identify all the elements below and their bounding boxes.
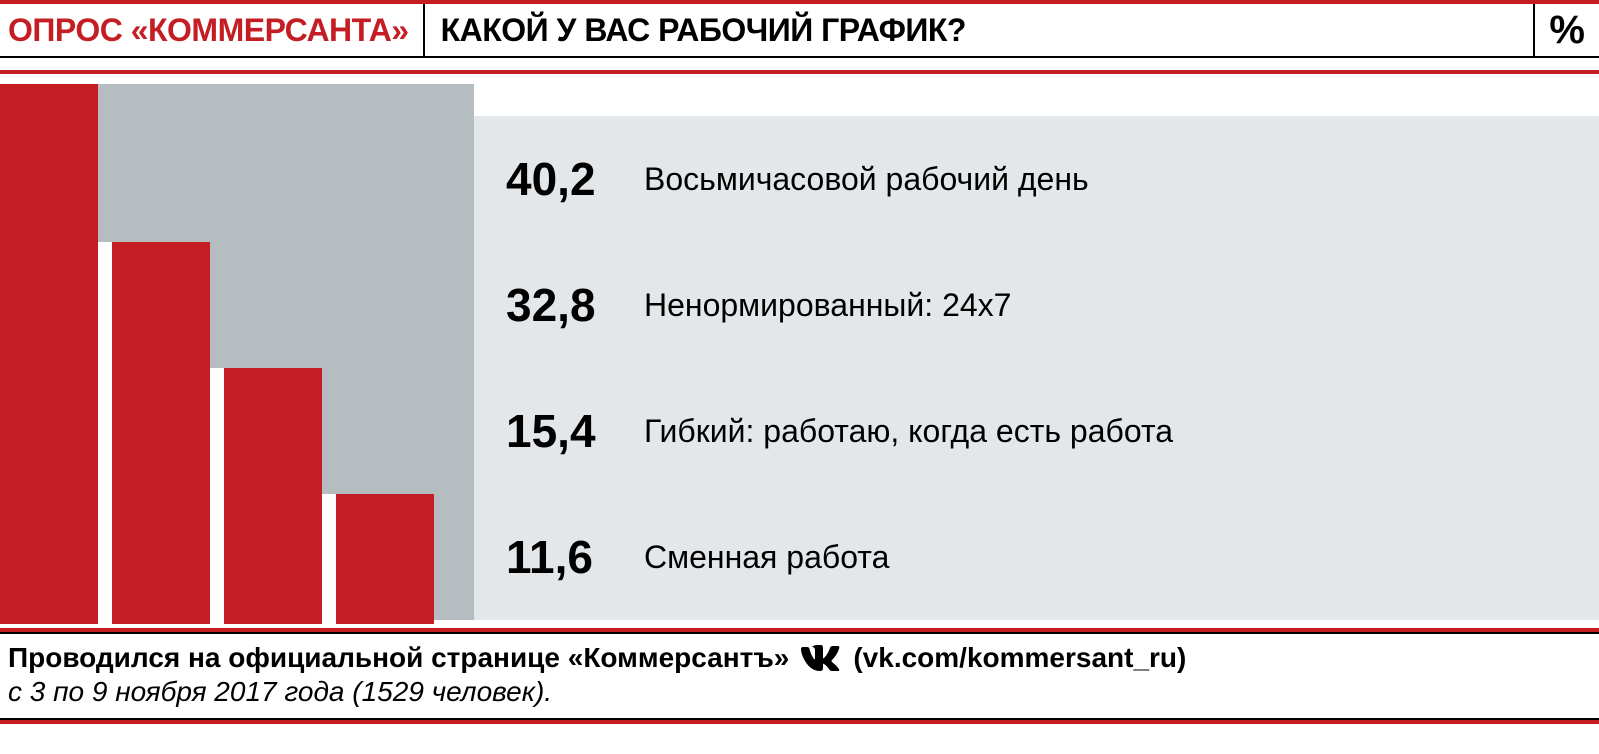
chart-row-lead bbox=[98, 116, 474, 242]
chart-row-lead bbox=[434, 494, 474, 620]
divider-top bbox=[0, 70, 1599, 74]
divider-footer bbox=[0, 720, 1599, 724]
chart-row-label: Гибкий: работаю, когда есть работа bbox=[644, 413, 1173, 450]
chart-row: 15,4Гибкий: работаю, когда есть работа bbox=[474, 368, 1599, 494]
bar-chart: 40,2Восьмичасовой рабочий день32,8Ненорм… bbox=[0, 84, 1599, 624]
header-unit: % bbox=[1533, 4, 1599, 56]
footer-line2: с 3 по 9 ноября 2017 года (1529 человек)… bbox=[8, 676, 1591, 708]
footer-text-after: (vk.com/kommersant_ru) bbox=[853, 642, 1186, 674]
chart-row-lead bbox=[210, 242, 474, 368]
chart-bar bbox=[0, 84, 98, 624]
chart-row-value: 11,6 bbox=[474, 530, 644, 584]
chart-row: 32,8Ненормированный: 24х7 bbox=[474, 242, 1599, 368]
chart-top-strip bbox=[98, 84, 474, 116]
chart-bar bbox=[224, 368, 322, 624]
footer-text-before: Проводился на официальной странице «Комм… bbox=[8, 642, 789, 674]
chart-bar bbox=[112, 242, 210, 624]
chart-row-lead bbox=[322, 368, 474, 494]
infographic-container: ОПРОС «КОММЕРСАНТА» КАКОЙ У ВАС РАБОЧИЙ … bbox=[0, 0, 1599, 724]
chart-row-value: 32,8 bbox=[474, 278, 644, 332]
chart-row-label: Восьмичасовой рабочий день bbox=[644, 161, 1089, 198]
chart-row: 11,6Сменная работа bbox=[474, 494, 1599, 620]
chart-row-label: Сменная работа bbox=[644, 539, 889, 576]
header: ОПРОС «КОММЕРСАНТА» КАКОЙ У ВАС РАБОЧИЙ … bbox=[0, 0, 1599, 58]
vk-icon bbox=[799, 645, 843, 671]
chart-bar bbox=[336, 494, 434, 624]
header-brand: ОПРОС «КОММЕРСАНТА» bbox=[0, 4, 425, 56]
header-question: КАКОЙ У ВАС РАБОЧИЙ ГРАФИК? bbox=[425, 4, 1534, 56]
chart-row: 40,2Восьмичасовой рабочий день bbox=[474, 116, 1599, 242]
chart-row-value: 40,2 bbox=[474, 152, 644, 206]
chart-row-value: 15,4 bbox=[474, 404, 644, 458]
footer-line1: Проводился на официальной странице «Комм… bbox=[8, 642, 1591, 674]
footer: Проводился на официальной странице «Комм… bbox=[0, 632, 1599, 720]
chart-row-label: Ненормированный: 24х7 bbox=[644, 287, 1011, 324]
